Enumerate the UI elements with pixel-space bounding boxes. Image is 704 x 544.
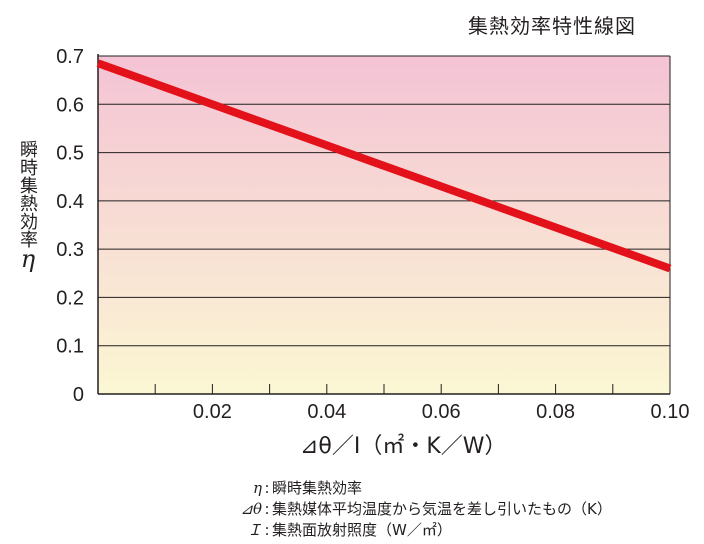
- note-symbol: ⊿θ: [240, 500, 262, 518]
- grid-lines: [98, 55, 670, 347]
- note-row: ⊿θ : 集熱媒体平均温度から気温を差し引いたもの（K）: [226, 499, 612, 520]
- y-axis-label: 瞬時集熱効率 η: [16, 140, 40, 271]
- x-tick-label: 0.08: [536, 401, 575, 423]
- x-axis-label: ⊿θ／I（㎡・K／W）: [300, 434, 507, 459]
- note-row: Ｉ : 集熱面放射照度（W／㎡）: [226, 520, 612, 541]
- axes: [97, 54, 671, 395]
- y-tick-label: 0: [73, 384, 84, 406]
- efficiency-line: [96, 59, 672, 273]
- note-text: 集熱媒体平均温度から気温を差し引いたもの（K）: [272, 500, 612, 518]
- chart-title: 集熱効率特性線図: [468, 14, 636, 38]
- x-tick-label: 0.04: [307, 401, 346, 423]
- x-tick-label: 0.10: [651, 401, 690, 423]
- series-layer: [96, 59, 672, 273]
- note-text: 瞬時集熱効率: [272, 479, 363, 497]
- note-symbol: η: [253, 479, 262, 497]
- x-tick-label: 0.06: [422, 401, 461, 423]
- y-tick-label: 0.7: [56, 46, 84, 68]
- tick-labels: 0 0.1 0.2 0.3 0.4 0.5 0.6 0.7 0.02 0.04 0.06 0.08 0.…: [56, 46, 689, 423]
- y-tick-label: 0.1: [56, 336, 84, 358]
- tick-marks: [154, 384, 614, 394]
- plot-area: [98, 56, 670, 394]
- note-colon: :: [264, 479, 270, 497]
- y-axis-label-text: 瞬時集熱効率: [17, 140, 38, 248]
- y-tick-label: 0.2: [56, 287, 84, 309]
- y-axis-label-symbol: η: [20, 245, 36, 273]
- note-colon: :: [264, 521, 270, 539]
- note-text: 集熱面放射照度（W／㎡）: [272, 521, 452, 539]
- x-tick-label: 0.02: [193, 401, 232, 423]
- legend-notes: η : 瞬時集熱効率 ⊿θ : 集熱媒体平均温度から気温を差し引いたもの（K） …: [226, 478, 612, 541]
- y-tick-label: 0.6: [56, 94, 84, 116]
- note-symbol: Ｉ: [246, 521, 262, 539]
- note-colon: :: [264, 500, 270, 518]
- y-tick-label: 0.3: [56, 239, 84, 261]
- note-row: η : 瞬時集熱効率: [226, 478, 612, 499]
- y-tick-label: 0.5: [56, 143, 84, 165]
- y-tick-label: 0.4: [56, 191, 84, 213]
